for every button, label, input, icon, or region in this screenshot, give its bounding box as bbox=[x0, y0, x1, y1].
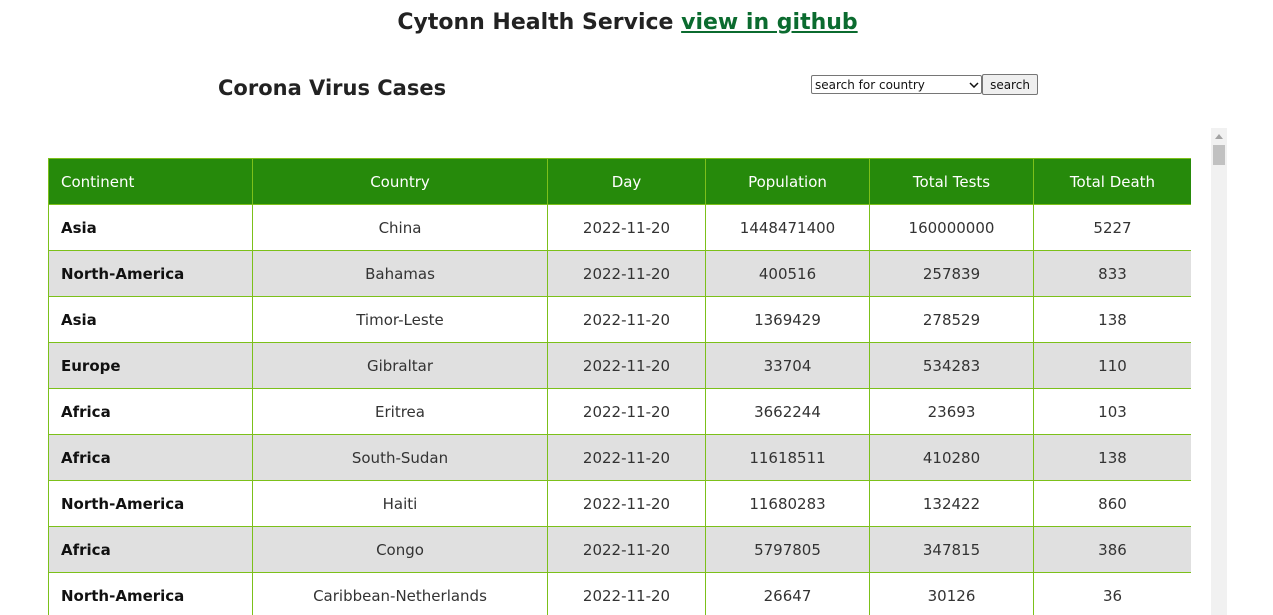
total-death-cell: 110 bbox=[1033, 342, 1191, 389]
continent-cell: Asia bbox=[48, 204, 253, 251]
column-header-population: Population bbox=[705, 158, 870, 205]
total-death-cell: 386 bbox=[1033, 526, 1191, 573]
scrollbar-thumb[interactable] bbox=[1213, 145, 1225, 165]
site-title-text: Cytonn Health Service bbox=[397, 10, 674, 35]
day-cell: 2022-11-20 bbox=[547, 526, 706, 573]
country-cell: South-Sudan bbox=[252, 434, 548, 481]
day-cell: 2022-11-20 bbox=[547, 250, 706, 297]
total-death-cell: 5227 bbox=[1033, 204, 1191, 251]
total-death-cell: 860 bbox=[1033, 480, 1191, 527]
total-death-cell: 138 bbox=[1033, 434, 1191, 481]
table-row: North-America Bahamas 2022-11-20 400516 … bbox=[48, 250, 1191, 297]
population-cell: 33704 bbox=[705, 342, 870, 389]
total-death-cell: 833 bbox=[1033, 250, 1191, 297]
column-header-total-death: Total Death bbox=[1033, 158, 1191, 205]
total-tests-cell: 410280 bbox=[869, 434, 1034, 481]
day-cell: 2022-11-20 bbox=[547, 388, 706, 435]
table-header-row: Continent Country Day Population Total T… bbox=[48, 158, 1191, 205]
total-tests-cell: 132422 bbox=[869, 480, 1034, 527]
population-cell: 11618511 bbox=[705, 434, 870, 481]
population-cell: 11680283 bbox=[705, 480, 870, 527]
site-title: Cytonn Health Service view in github bbox=[0, 10, 1255, 35]
table-row: Africa Eritrea 2022-11-20 3662244 23693 … bbox=[48, 388, 1191, 435]
table-scrollbar[interactable] bbox=[1211, 128, 1227, 615]
github-link[interactable]: view in github bbox=[681, 10, 858, 35]
population-cell: 1448471400 bbox=[705, 204, 870, 251]
cases-table: Continent Country Day Population Total T… bbox=[48, 158, 1191, 615]
column-header-total-tests: Total Tests bbox=[869, 158, 1034, 205]
country-cell: Timor-Leste bbox=[252, 296, 548, 343]
total-tests-cell: 347815 bbox=[869, 526, 1034, 573]
continent-cell: Europe bbox=[48, 342, 253, 389]
continent-cell: Asia bbox=[48, 296, 253, 343]
country-cell: Bahamas bbox=[252, 250, 548, 297]
day-cell: 2022-11-20 bbox=[547, 434, 706, 481]
continent-cell: North-America bbox=[48, 480, 253, 527]
country-cell: Caribbean-Netherlands bbox=[252, 572, 548, 615]
column-header-continent: Continent bbox=[48, 158, 253, 205]
chevron-down-icon bbox=[967, 76, 981, 93]
day-cell: 2022-11-20 bbox=[547, 480, 706, 527]
day-cell: 2022-11-20 bbox=[547, 204, 706, 251]
scroll-up-arrow-icon[interactable] bbox=[1211, 128, 1227, 144]
table-row: Europe Gibraltar 2022-11-20 33704 534283… bbox=[48, 342, 1191, 389]
population-cell: 26647 bbox=[705, 572, 870, 615]
table-row: Asia China 2022-11-20 1448471400 1600000… bbox=[48, 204, 1191, 251]
table-row: North-America Haiti 2022-11-20 11680283 … bbox=[48, 480, 1191, 527]
country-cell: Congo bbox=[252, 526, 548, 573]
column-header-day: Day bbox=[547, 158, 706, 205]
country-cell: Eritrea bbox=[252, 388, 548, 435]
total-tests-cell: 534283 bbox=[869, 342, 1034, 389]
page-title: Corona Virus Cases bbox=[218, 76, 447, 100]
total-tests-cell: 160000000 bbox=[869, 204, 1034, 251]
search-button[interactable]: search bbox=[982, 74, 1038, 95]
total-death-cell: 36 bbox=[1033, 572, 1191, 615]
table-row: Africa Congo 2022-11-20 5797805 347815 3… bbox=[48, 526, 1191, 573]
day-cell: 2022-11-20 bbox=[547, 342, 706, 389]
total-tests-cell: 23693 bbox=[869, 388, 1034, 435]
day-cell: 2022-11-20 bbox=[547, 572, 706, 615]
total-tests-cell: 30126 bbox=[869, 572, 1034, 615]
country-cell: China bbox=[252, 204, 548, 251]
table-row: Asia Timor-Leste 2022-11-20 1369429 2785… bbox=[48, 296, 1191, 343]
column-header-country: Country bbox=[252, 158, 548, 205]
population-cell: 400516 bbox=[705, 250, 870, 297]
total-tests-cell: 278529 bbox=[869, 296, 1034, 343]
table-row: Africa South-Sudan 2022-11-20 11618511 4… bbox=[48, 434, 1191, 481]
search-form: search for country search bbox=[811, 74, 1038, 95]
day-cell: 2022-11-20 bbox=[547, 296, 706, 343]
cases-table-container: Continent Country Day Population Total T… bbox=[48, 158, 1191, 615]
population-cell: 1369429 bbox=[705, 296, 870, 343]
total-tests-cell: 257839 bbox=[869, 250, 1034, 297]
continent-cell: Africa bbox=[48, 434, 253, 481]
table-row: North-America Caribbean-Netherlands 2022… bbox=[48, 572, 1191, 615]
country-select[interactable]: search for country bbox=[811, 75, 982, 94]
population-cell: 3662244 bbox=[705, 388, 870, 435]
total-death-cell: 103 bbox=[1033, 388, 1191, 435]
continent-cell: North-America bbox=[48, 250, 253, 297]
country-cell: Haiti bbox=[252, 480, 548, 527]
population-cell: 5797805 bbox=[705, 526, 870, 573]
total-death-cell: 138 bbox=[1033, 296, 1191, 343]
continent-cell: North-America bbox=[48, 572, 253, 615]
country-select-value: search for country bbox=[815, 77, 925, 92]
continent-cell: Africa bbox=[48, 388, 253, 435]
continent-cell: Africa bbox=[48, 526, 253, 573]
country-cell: Gibraltar bbox=[252, 342, 548, 389]
